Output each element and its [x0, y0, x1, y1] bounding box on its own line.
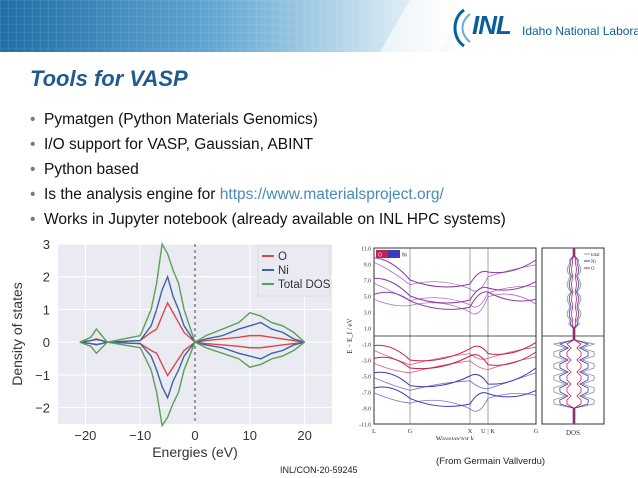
band-y-axis-label: E − E_f / eV [346, 318, 354, 353]
band-y-tick-label: -3.0 [362, 359, 371, 365]
band-y-tick-label: 11.0 [361, 247, 371, 253]
projected-dos-chart: total Ni O DOS [541, 247, 605, 437]
x-tick-label: −10 [129, 428, 151, 443]
bullet-item: • Works in Jupyter notebook (already avai… [30, 209, 506, 234]
bullet-item: • Pymatgen (Python Materials Genomics) [30, 109, 506, 134]
colorbar-label: Ni [402, 253, 407, 259]
inl-logo[interactable]: INL Idaho National Laboratory [450, 8, 638, 52]
dos-series-line-up [79, 274, 305, 344]
logo-text: Idaho National Laboratory [522, 24, 638, 38]
pdos-legend-label: Ni [591, 260, 596, 265]
band-y-tick-label: 3.0 [364, 311, 371, 317]
legend-label: Total DOS [278, 279, 331, 291]
x-axis-label: Energies (eV) [152, 444, 238, 460]
x-tick-label: −20 [74, 428, 96, 443]
materialsproject-link[interactable]: https://www.materialsproject.org/ [219, 186, 444, 203]
x-tick-label: 20 [297, 428, 311, 443]
band-y-tick-label: -1.0 [362, 343, 371, 349]
colorbar-red [376, 250, 388, 258]
band-line [373, 372, 537, 391]
y-tick-label: −2 [35, 401, 50, 416]
bullet-dot-icon: • [30, 186, 36, 203]
band-x-tick-label: G [534, 428, 539, 435]
band-line [373, 386, 537, 407]
bullet-text: I/O support for VASP, Gaussian, ABINT [44, 136, 314, 153]
legend-label: O [278, 251, 287, 263]
bullet-item: • Is the analysis engine for https://www.… [30, 184, 506, 209]
dos-series-line-down [79, 341, 305, 400]
pdos-line-o [573, 248, 582, 424]
band-y-tick-label: 5.0 [364, 295, 371, 301]
pdos-legend-label: total [591, 253, 600, 258]
band-y-tick-label: 1.0 [364, 327, 371, 333]
bullet-text: Python based [44, 161, 139, 178]
band-x-axis-label: Wavevector k [436, 435, 475, 440]
pdos-legend-label: O [591, 267, 595, 272]
header-banner: INL Idaho National Laboratory [0, 0, 638, 52]
band-y-tick-label: -5.0 [362, 375, 371, 381]
pdos-x-axis-label: DOS [566, 429, 580, 437]
band-y-tick-label: 9.0 [364, 263, 371, 269]
colorbar-label: O [378, 253, 382, 259]
band-y-tick-label: -7.0 [362, 391, 371, 397]
band-line [373, 291, 537, 310]
legend-label: Ni [278, 265, 289, 277]
band-y-tick-label: 7.0 [364, 279, 371, 285]
slide-title: Tools for VASP [30, 66, 188, 91]
bullet-list: • Pymatgen (Python Materials Genomics) • I… [30, 109, 506, 234]
x-tick-label: 0 [191, 428, 198, 443]
band-x-tick-label: G [408, 428, 413, 435]
bullet-text: Pymatgen (Python Materials Genomics) [44, 111, 318, 128]
x-tick-label: 10 [243, 428, 257, 443]
colorbar-blue [388, 250, 400, 258]
band-line [373, 367, 537, 388]
pdos-line-o [566, 248, 575, 424]
bullet-dot-icon: • [30, 211, 36, 228]
band-line [373, 293, 537, 315]
bullet-text: Works in Jupyter notebook (already avail… [44, 211, 506, 228]
band-x-tick-label: L [372, 428, 376, 435]
bullet-dot-icon: • [30, 136, 36, 153]
y-tick-label: −1 [35, 368, 50, 383]
band-line [373, 277, 537, 304]
logo-mark: INL [472, 10, 512, 40]
band-structure-chart: 11.0 9.0 7.0 5.0 3.0 1.0 -1.0 -3.0 -5.0 -7.0 -9.0 -… [346, 247, 539, 441]
y-tick-label: 0 [43, 335, 50, 350]
header-decoration [0, 0, 470, 52]
logo-swoosh-icon [453, 8, 471, 48]
band-x-tick-label: U | K [481, 428, 495, 435]
footer-reference: INL/CON-20-59245 [280, 465, 358, 475]
band-y-tick-label: -9.0 [362, 407, 371, 413]
band-line [373, 392, 537, 412]
y-tick-label: 2 [43, 270, 50, 285]
y-tick-label: 3 [43, 238, 50, 252]
bullet-dot-icon: • [30, 161, 36, 178]
bullet-item: • I/O support for VASP, Gaussian, ABINT [30, 134, 506, 159]
figure-caption: (From Germain Vallverdu) [436, 456, 546, 467]
band-x-tick-label: X [468, 428, 473, 435]
bullet-text: Is the analysis engine for [44, 186, 220, 203]
y-tick-label: 1 [43, 302, 50, 317]
dos-series-line-down [79, 341, 306, 428]
dos-series-line-up [79, 241, 306, 344]
y-axis-label: Density of states [9, 282, 25, 386]
bullet-dot-icon: • [30, 111, 36, 128]
band-line [373, 356, 537, 374]
band-line [373, 262, 537, 292]
band-y-tick-label: -11.0 [359, 423, 371, 429]
bullet-item: • Python based [30, 159, 506, 184]
